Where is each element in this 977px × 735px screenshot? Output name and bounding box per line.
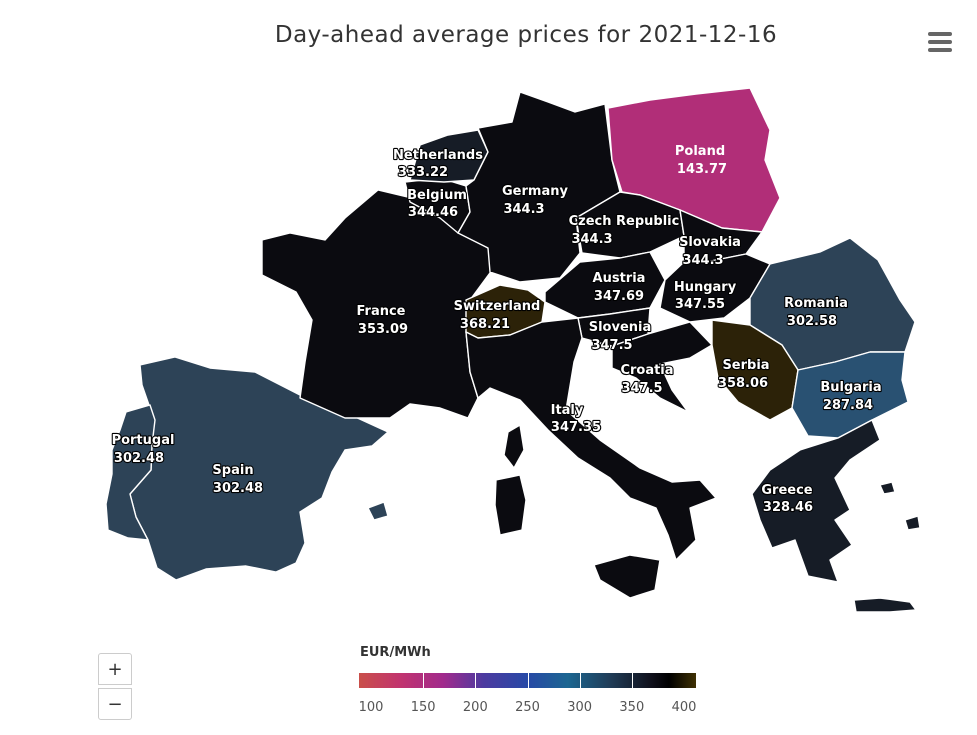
label-austria-price: 347.69 (594, 289, 644, 304)
label-romania-name: Romania (784, 296, 848, 311)
island-corsica[interactable] (503, 424, 525, 469)
label-austria-name: Austria (593, 271, 646, 286)
legend-tick-mark (631, 673, 633, 688)
label-slovenia-price: 347.5 (591, 338, 632, 353)
label-slovakia-price: 344.3 (682, 253, 723, 268)
label-greece-name: Greece (761, 483, 812, 498)
chart-title: Day-ahead average prices for 2021-12-16 (274, 22, 778, 48)
label-netherlands-price: 333.22 (398, 165, 448, 180)
label-croatia-price: 347.5 (621, 381, 662, 396)
label-poland-price: 143.77 (677, 162, 727, 177)
legend-tick-label: 350 (619, 700, 645, 715)
legend-tick-label: 250 (515, 700, 540, 715)
legend-tick-mark (527, 673, 529, 688)
country-italy[interactable] (465, 317, 717, 561)
island-sicily[interactable] (593, 554, 661, 599)
legend-tick-mark (423, 673, 425, 688)
label-france-name: France (356, 304, 405, 319)
label-netherlands-name: Netherlands (393, 148, 483, 163)
label-italy-price: 347.35 (551, 420, 601, 435)
legend-unit-label: EUR/MWh (360, 645, 431, 660)
legend-tick-label: 200 (462, 700, 488, 715)
legend-tick-label: 150 (410, 700, 436, 715)
legend-tick-label: 100 (358, 700, 384, 715)
country-bulgaria[interactable] (791, 351, 909, 439)
label-czech-republic-price: 344.3 (571, 232, 612, 247)
label-hungary-name: Hungary (674, 280, 737, 295)
label-switzerland-price: 368.21 (460, 317, 510, 332)
label-greece-price: 328.46 (763, 500, 813, 515)
label-switzerland-name: Switzerland (454, 299, 541, 314)
label-belgium-price: 344.46 (408, 205, 458, 220)
label-portugal-name: Portugal (112, 433, 175, 448)
label-portugal-price: 302.48 (114, 451, 164, 466)
label-serbia-name: Serbia (722, 358, 769, 373)
label-serbia-price: 358.06 (718, 376, 768, 391)
country-austria[interactable] (544, 251, 666, 319)
label-france-price: 353.09 (358, 322, 408, 337)
legend-tick-label: 400 (671, 700, 697, 715)
island-balearic[interactable] (367, 501, 389, 521)
legend-tick-mark (475, 673, 477, 688)
country-portugal[interactable] (105, 404, 156, 541)
country-greece[interactable] (751, 419, 881, 583)
hamburger-menu-icon[interactable] (928, 32, 952, 52)
label-spain-name: Spain (212, 463, 253, 478)
island-crete[interactable] (853, 597, 917, 613)
label-bulgaria-price: 287.84 (823, 398, 873, 413)
label-italy-name: Italy (551, 403, 584, 418)
island-greek-lesvos[interactable] (904, 515, 921, 531)
island-greek-aegean[interactable] (879, 481, 896, 495)
label-bulgaria-name: Bulgaria (820, 380, 881, 395)
label-germany-name: Germany (502, 184, 568, 199)
label-germany-price: 344.3 (503, 202, 544, 217)
island-sardinia[interactable] (494, 474, 527, 536)
country-labels: Netherlands 333.22 Belgium 344.46 German… (110, 144, 882, 516)
label-slovakia-name: Slovakia (679, 235, 741, 250)
label-poland-name: Poland (675, 144, 725, 159)
country-croatia[interactable] (611, 321, 713, 413)
country-serbia[interactable] (711, 319, 799, 421)
label-belgium-name: Belgium (407, 188, 467, 203)
label-romania-price: 302.58 (787, 314, 837, 329)
country-germany[interactable] (457, 91, 621, 283)
label-spain-price: 302.48 (213, 481, 263, 496)
legend-tick-label: 300 (567, 700, 593, 715)
legend-tick-mark (579, 673, 581, 688)
label-czech-republic-name: Czech Republic (569, 214, 680, 229)
label-hungary-price: 347.55 (675, 297, 725, 312)
country-hungary[interactable] (659, 253, 771, 323)
label-croatia-name: Croatia (620, 363, 673, 378)
zoom-out-button[interactable]: − (98, 688, 132, 720)
label-slovenia-name: Slovenia (589, 320, 652, 335)
zoom-in-button[interactable]: + (98, 653, 132, 685)
